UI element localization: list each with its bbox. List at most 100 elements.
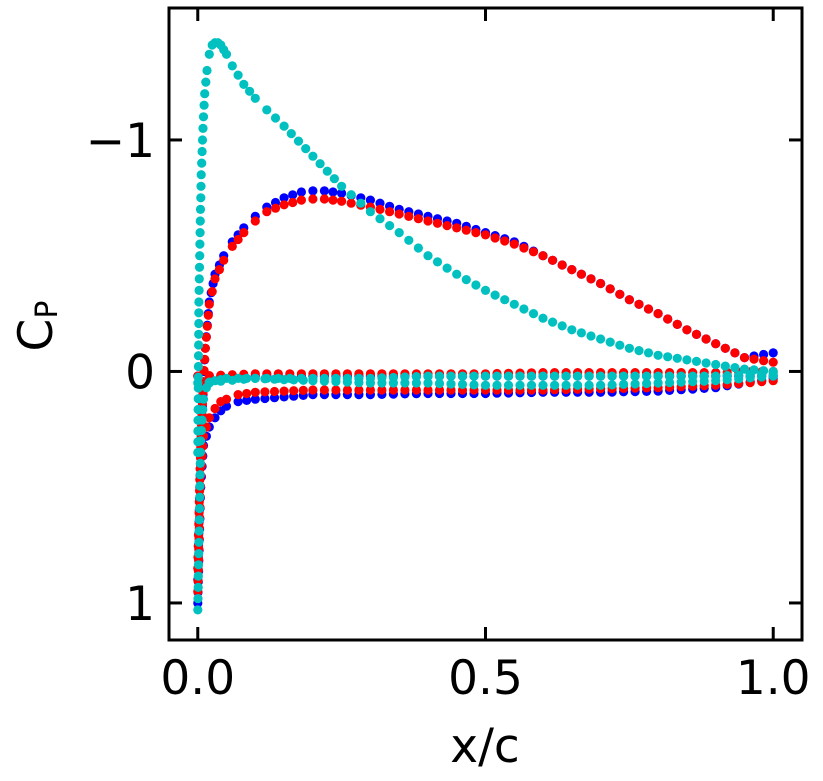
data-point-cyan-upper	[711, 359, 721, 370]
data-point-red-upper	[270, 203, 281, 213]
data-point-cyan-flat	[423, 371, 433, 381]
data-point-cyan-upper	[286, 129, 296, 139]
series-cyan	[193, 38, 778, 615]
data-point-cyan-upper	[586, 331, 596, 341]
data-point-red-upper	[262, 207, 272, 217]
data-point-cyan-upper	[480, 285, 491, 295]
data-point-cyan-upper	[768, 366, 778, 377]
data-point-cyan-lower	[411, 378, 421, 388]
data-point-red-upper	[219, 255, 229, 265]
data-point-cyan-upper	[195, 216, 205, 226]
data-point-cyan-upper	[634, 346, 644, 356]
data-point-cyan-lower	[665, 378, 675, 388]
data-point-cyan-upper	[195, 239, 205, 249]
data-point-red-upper	[605, 284, 615, 294]
data-point-red-upper	[682, 325, 692, 335]
data-point-cyan-upper	[576, 328, 587, 338]
data-point-cyan-upper	[245, 86, 255, 96]
data-point-cyan-lower	[653, 378, 663, 388]
data-point-red-lower	[279, 386, 289, 396]
data-point-cyan-upper	[197, 158, 207, 168]
data-point-cyan-lower	[193, 605, 203, 615]
data-point-cyan-upper	[672, 353, 682, 363]
data-point-cyan-upper	[202, 65, 212, 76]
data-point-red-lower	[434, 385, 445, 395]
data-point-blue-upper	[365, 195, 375, 205]
data-point-cyan-upper	[490, 290, 500, 300]
data-point-cyan-flat	[630, 371, 640, 381]
data-point-cyan-lower	[469, 380, 479, 390]
data-point-cyan-lower	[688, 377, 698, 387]
data-point-red-lower	[308, 385, 318, 395]
data-point-cyan-upper	[301, 144, 311, 154]
data-point-red-upper	[204, 299, 214, 309]
data-point-red-upper	[739, 353, 750, 363]
data-point-cyan-lower	[194, 503, 205, 514]
data-point-cyan-lower	[734, 374, 744, 384]
y-tick-label: 0	[125, 345, 155, 400]
data-point-red-upper	[227, 241, 237, 251]
data-point-cyan-upper	[195, 228, 205, 238]
data-point-cyan-upper	[199, 100, 209, 110]
data-point-cyan-lower	[194, 526, 204, 536]
data-point-cyan-upper	[279, 121, 289, 131]
data-point-cyan-upper	[739, 364, 750, 374]
data-point-cyan-lower	[195, 470, 205, 480]
y-tick-label: 1	[125, 577, 155, 632]
data-point-blue-upper	[296, 187, 306, 197]
data-point-red-upper	[634, 299, 644, 309]
data-point-cyan-upper	[394, 228, 404, 238]
data-point-red-lower	[388, 385, 398, 395]
data-point-red-upper	[749, 354, 759, 364]
data-point-blue-lower	[242, 395, 252, 405]
data-point-red-upper	[239, 228, 249, 238]
data-point-cyan-lower	[619, 379, 629, 389]
data-point-cyan-lower	[711, 376, 721, 386]
data-point-cyan-upper	[193, 404, 203, 415]
data-point-cyan-lower	[457, 379, 468, 389]
data-point-red-lower	[260, 387, 270, 397]
plot-frame	[167, 6, 804, 642]
data-point-blue-upper	[308, 186, 318, 196]
data-point-red-lower	[204, 413, 214, 423]
data-point-cyan-lower	[550, 380, 560, 390]
data-point-cyan-upper	[193, 426, 203, 436]
data-point-cyan-lower	[526, 380, 537, 390]
data-point-cyan-lower	[354, 378, 364, 388]
data-point-red-upper	[691, 329, 702, 339]
data-point-cyan-lower	[561, 380, 571, 390]
y-axis-label-sub: P	[30, 301, 65, 319]
data-point-red-upper	[471, 228, 481, 238]
data-point-cyan-upper	[262, 105, 272, 115]
data-point-cyan-lower	[515, 380, 525, 390]
data-point-cyan-upper	[193, 394, 203, 404]
data-point-cyan-upper	[557, 321, 567, 331]
data-point-red-upper	[768, 357, 778, 367]
data-point-red-upper	[538, 251, 548, 261]
data-point-cyan-upper	[270, 113, 281, 123]
data-point-cyan-upper	[691, 356, 702, 366]
data-point-cyan-upper	[567, 325, 577, 335]
data-point-cyan-lower	[298, 375, 308, 385]
data-point-cyan-upper	[519, 304, 529, 314]
data-point-cyan-upper	[227, 61, 237, 71]
data-point-cyan-upper	[200, 89, 210, 99]
data-point-cyan-upper	[720, 361, 730, 371]
data-point-cyan-flat	[526, 371, 537, 381]
data-point-red-upper	[207, 287, 217, 297]
data-point-red-upper	[653, 309, 663, 319]
data-point-cyan-lower	[193, 571, 203, 581]
data-point-red-upper	[480, 230, 491, 240]
data-point-cyan-upper	[624, 343, 635, 353]
data-point-cyan-lower	[607, 380, 617, 390]
data-point-red-upper	[519, 243, 529, 253]
data-point-red-lower	[331, 385, 341, 395]
data-point-cyan-upper	[500, 295, 510, 305]
data-point-cyan-upper	[461, 275, 471, 285]
data-point-cyan-lower	[279, 375, 289, 385]
data-point-red-lower	[377, 385, 387, 395]
data-point-red-upper	[586, 274, 596, 284]
data-point-cyan-upper	[682, 355, 692, 365]
data-point-cyan-upper	[198, 123, 208, 133]
